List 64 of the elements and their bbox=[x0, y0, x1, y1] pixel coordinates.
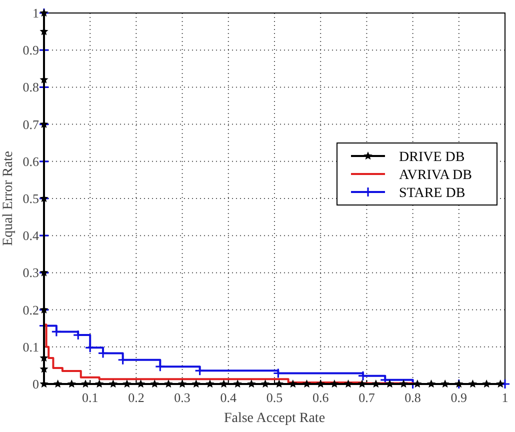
point bbox=[206, 380, 214, 388]
point bbox=[330, 380, 339, 388]
y-axis-title: Equal Error Rate bbox=[1, 151, 16, 246]
point bbox=[233, 380, 242, 388]
point bbox=[399, 380, 408, 388]
y-tick-label: 0.3 bbox=[22, 265, 39, 280]
y-tick-label: 1 bbox=[32, 6, 39, 20]
point bbox=[164, 380, 173, 388]
x-tick-label: 0.4 bbox=[220, 390, 238, 405]
point bbox=[195, 366, 204, 376]
x-tick-label: 0.9 bbox=[450, 390, 468, 405]
point bbox=[67, 380, 76, 388]
point bbox=[288, 380, 298, 388]
point bbox=[52, 327, 61, 336]
point bbox=[150, 380, 159, 388]
point bbox=[302, 380, 312, 388]
x-tick-label: 0.7 bbox=[358, 390, 376, 405]
point bbox=[122, 380, 132, 388]
y-tick-label: 0.5 bbox=[22, 191, 39, 206]
x-tick-label: 0.3 bbox=[174, 390, 190, 405]
point bbox=[385, 380, 394, 388]
point bbox=[358, 371, 368, 380]
y-tick-label: 0.9 bbox=[22, 42, 39, 58]
point bbox=[274, 380, 284, 388]
point bbox=[54, 380, 62, 388]
point bbox=[440, 380, 450, 388]
point bbox=[247, 380, 256, 388]
point bbox=[482, 380, 491, 388]
point bbox=[192, 380, 200, 388]
point bbox=[358, 380, 366, 388]
point bbox=[136, 380, 146, 388]
y-tick-label: 0.4 bbox=[22, 228, 40, 244]
point bbox=[220, 380, 228, 388]
point bbox=[372, 380, 380, 388]
x-tick-label: 0.6 bbox=[312, 390, 330, 405]
x-tick-label: 0.2 bbox=[128, 390, 144, 405]
point bbox=[156, 362, 165, 372]
y-tick-label: 0.2 bbox=[22, 302, 39, 318]
point bbox=[496, 380, 505, 388]
y-tick-label: 0.1 bbox=[22, 339, 39, 354]
point bbox=[261, 380, 270, 388]
x-axis-title: False Accept Rate bbox=[224, 411, 326, 426]
point bbox=[81, 380, 90, 388]
point bbox=[316, 380, 325, 388]
legend-label: AVRIVA DB bbox=[399, 168, 472, 183]
point bbox=[344, 380, 353, 388]
x-tick-label: 0.1 bbox=[82, 390, 98, 405]
y-tick-label: 0.6 bbox=[22, 154, 40, 169]
point bbox=[468, 380, 478, 388]
x-tick-label: 0.8 bbox=[404, 390, 421, 405]
y-tick-label: 0 bbox=[32, 376, 39, 392]
x-tick-label: 0.5 bbox=[266, 390, 283, 405]
point bbox=[426, 380, 436, 388]
point bbox=[86, 343, 95, 352]
legend-label: DRIVE DB bbox=[399, 150, 465, 165]
point bbox=[118, 355, 128, 364]
y-tick-label: 0.7 bbox=[22, 116, 40, 132]
point bbox=[95, 380, 104, 388]
x-tick-label: 1 bbox=[502, 390, 508, 405]
point bbox=[178, 380, 187, 388]
y-tick-label: 0.8 bbox=[22, 80, 39, 95]
legend-label: STARE DB bbox=[399, 186, 466, 201]
point bbox=[413, 380, 422, 388]
point bbox=[108, 380, 118, 388]
